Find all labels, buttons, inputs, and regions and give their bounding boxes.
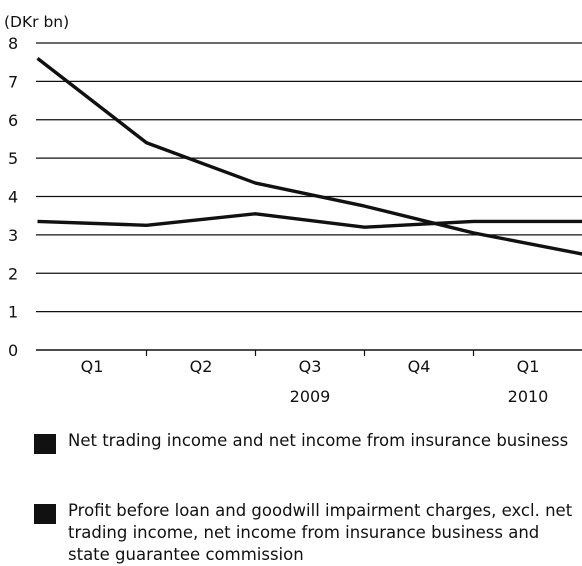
year-label: 2009 (290, 387, 331, 406)
y-tick-label: 2 (8, 264, 18, 283)
y-tick-label: 7 (8, 72, 18, 91)
year-label: 2010 (508, 387, 549, 406)
year-labels: 2009 2010 (290, 387, 549, 406)
y-tick-label: 8 (8, 34, 18, 53)
x-tick-label: Q3 (299, 357, 322, 376)
legend-swatch (34, 504, 56, 524)
legend-item-1: Net trading income and net income from i… (34, 430, 582, 452)
legend-swatch (34, 434, 56, 454)
y-tick-label: 3 (8, 226, 18, 245)
y-tick-label: 5 (8, 149, 18, 168)
legend-item-2: Profit before loan and goodwill impairme… (34, 500, 582, 566)
x-tick-label: Q1 (81, 357, 104, 376)
legend-label: Profit before loan and goodwill impairme… (68, 501, 572, 564)
x-tick-label: Q1 (517, 357, 540, 376)
series-lines (38, 58, 582, 254)
gridlines (36, 43, 582, 356)
y-tick-label: 6 (8, 111, 18, 130)
line-chart: (DKr bn) 0 1 2 3 4 5 6 7 8 Q1 Q2 Q3 Q4 Q1 2009 2010 (0, 0, 582, 420)
legend-row: Profit before loan and goodwill impairme… (34, 500, 582, 566)
y-tick-label: 1 (8, 303, 18, 322)
legend-label: Net trading income and net income from i… (68, 431, 568, 450)
y-axis-unit-label: (DKr bn) (4, 13, 69, 31)
x-axis-ticks: Q1 Q2 Q3 Q4 Q1 (81, 357, 540, 376)
x-tick-label: Q2 (190, 357, 213, 376)
y-tick-label: 4 (8, 188, 18, 207)
y-tick-label: 0 (8, 341, 18, 360)
legend-row: Net trading income and net income from i… (34, 430, 582, 452)
y-axis-ticks: 0 1 2 3 4 5 6 7 8 (8, 34, 18, 360)
series-line-2 (38, 214, 582, 227)
x-tick-label: Q4 (408, 357, 431, 376)
